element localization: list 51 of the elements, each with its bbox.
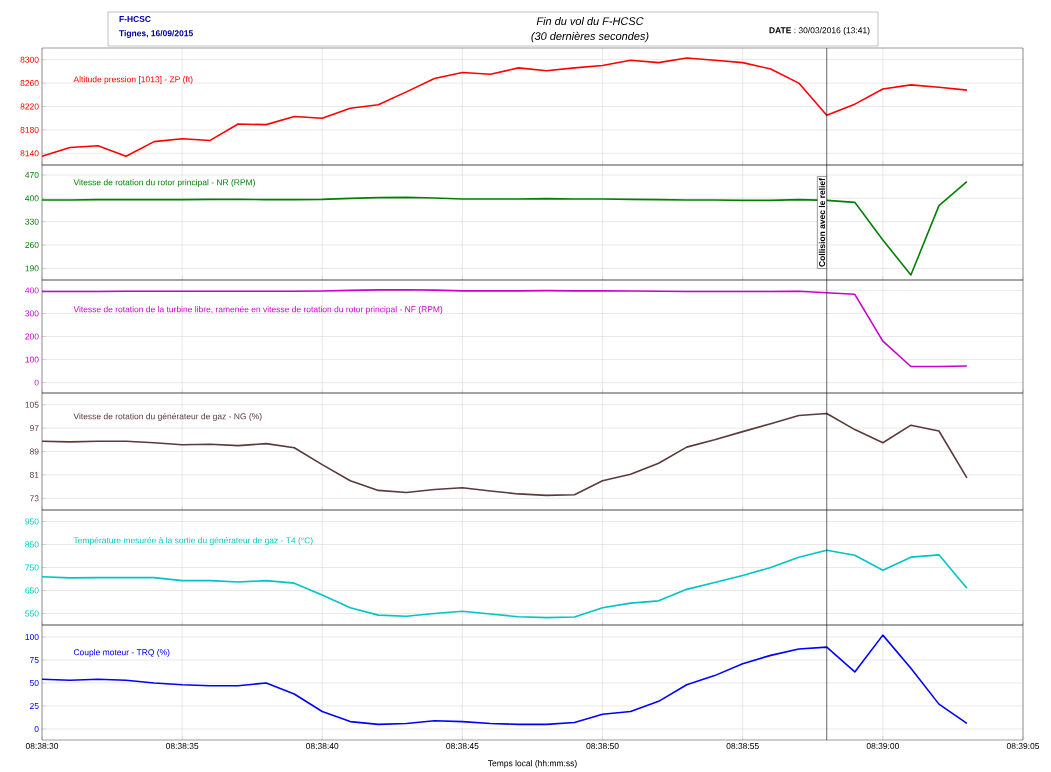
y-tick-label: 470 <box>25 172 39 178</box>
x-tick-label: 08:39:00 <box>866 743 899 750</box>
text: Température mesurée à la sortie du générateur de gaz - T4 (°C) <box>73 537 313 546</box>
y-tick-label: 950 <box>25 518 39 525</box>
x-tick-label: 08:38:35 <box>166 743 199 750</box>
ref-line-label: Collision avec le relief <box>818 178 826 267</box>
y-tick-label: 190 <box>25 265 39 272</box>
y-tick-label: 650 <box>25 587 39 594</box>
y-tick-label: 550 <box>25 610 39 617</box>
y-tick-label: 25 <box>29 702 39 709</box>
x-tick-label: 08:38:40 <box>306 743 339 750</box>
y-tick-label: 0 <box>34 379 39 386</box>
y-tick-label: 260 <box>25 242 39 248</box>
y-tick-label: 50 <box>29 679 39 686</box>
y-tick-label: 400 <box>25 287 39 294</box>
y-tick-label: 105 <box>25 401 39 408</box>
y-tick-label: 89 <box>29 448 39 455</box>
y-tick-label: 400 <box>25 195 39 202</box>
y-tick-label: 75 <box>30 657 39 663</box>
y-tick-label: 81 <box>29 471 39 478</box>
x-tick-label: 08:39:05 <box>1006 743 1040 750</box>
x-tick-label: 08:38:50 <box>586 743 619 750</box>
y-tick-label: 300 <box>25 310 39 317</box>
text: Altitude pression [1013] - ZP (ft) <box>73 76 193 84</box>
x-axis-title: Temps local (hh:mm:ss) <box>487 760 577 768</box>
text: DATE : 30/03/2016 (13:41) <box>769 27 870 35</box>
y-tick-label: 8300 <box>20 56 39 63</box>
y-tick-label: 200 <box>25 333 39 340</box>
chart-title: Fin du vol du F-HCSC <box>536 16 644 26</box>
y-tick-label: 330 <box>25 218 39 225</box>
y-tick-label: 97 <box>29 425 39 432</box>
series-label: Vitesse de rotation de la turbine libre, ramenée en vitesse de rotation du rotor principal - NF (RPM) <box>73 305 443 314</box>
y-tick-label: 8180 <box>20 126 39 133</box>
y-tick-label: 100 <box>25 356 39 363</box>
y-tick-label: 8140 <box>20 150 39 157</box>
y-tick-label: 850 <box>25 541 39 548</box>
x-tick-label: 08:38:45 <box>446 743 479 750</box>
text: F-HCSC <box>119 16 151 22</box>
x-tick-label: 08:38:30 <box>25 743 59 750</box>
y-tick-label: 0 <box>34 725 39 732</box>
y-tick-label: 750 <box>25 564 39 571</box>
y-tick-label: 73 <box>30 495 39 502</box>
y-tick-label: 8220 <box>20 103 39 110</box>
chart-subtitle: (30 dernières secondes) <box>531 31 649 43</box>
series-label: Vitesse de rotation du rotor principal - NR (RPM) <box>73 179 255 187</box>
y-tick-label: 8260 <box>20 80 39 87</box>
text: Tignes, 16/09/2015 <box>119 30 193 38</box>
x-tick-label: 08:38:55 <box>726 743 759 750</box>
y-tick-label: 100 <box>25 633 39 640</box>
text: Couple moteur - TRQ (%) <box>73 649 170 657</box>
text: Vitesse de rotation du générateur de gaz - NG (%) <box>73 413 262 421</box>
